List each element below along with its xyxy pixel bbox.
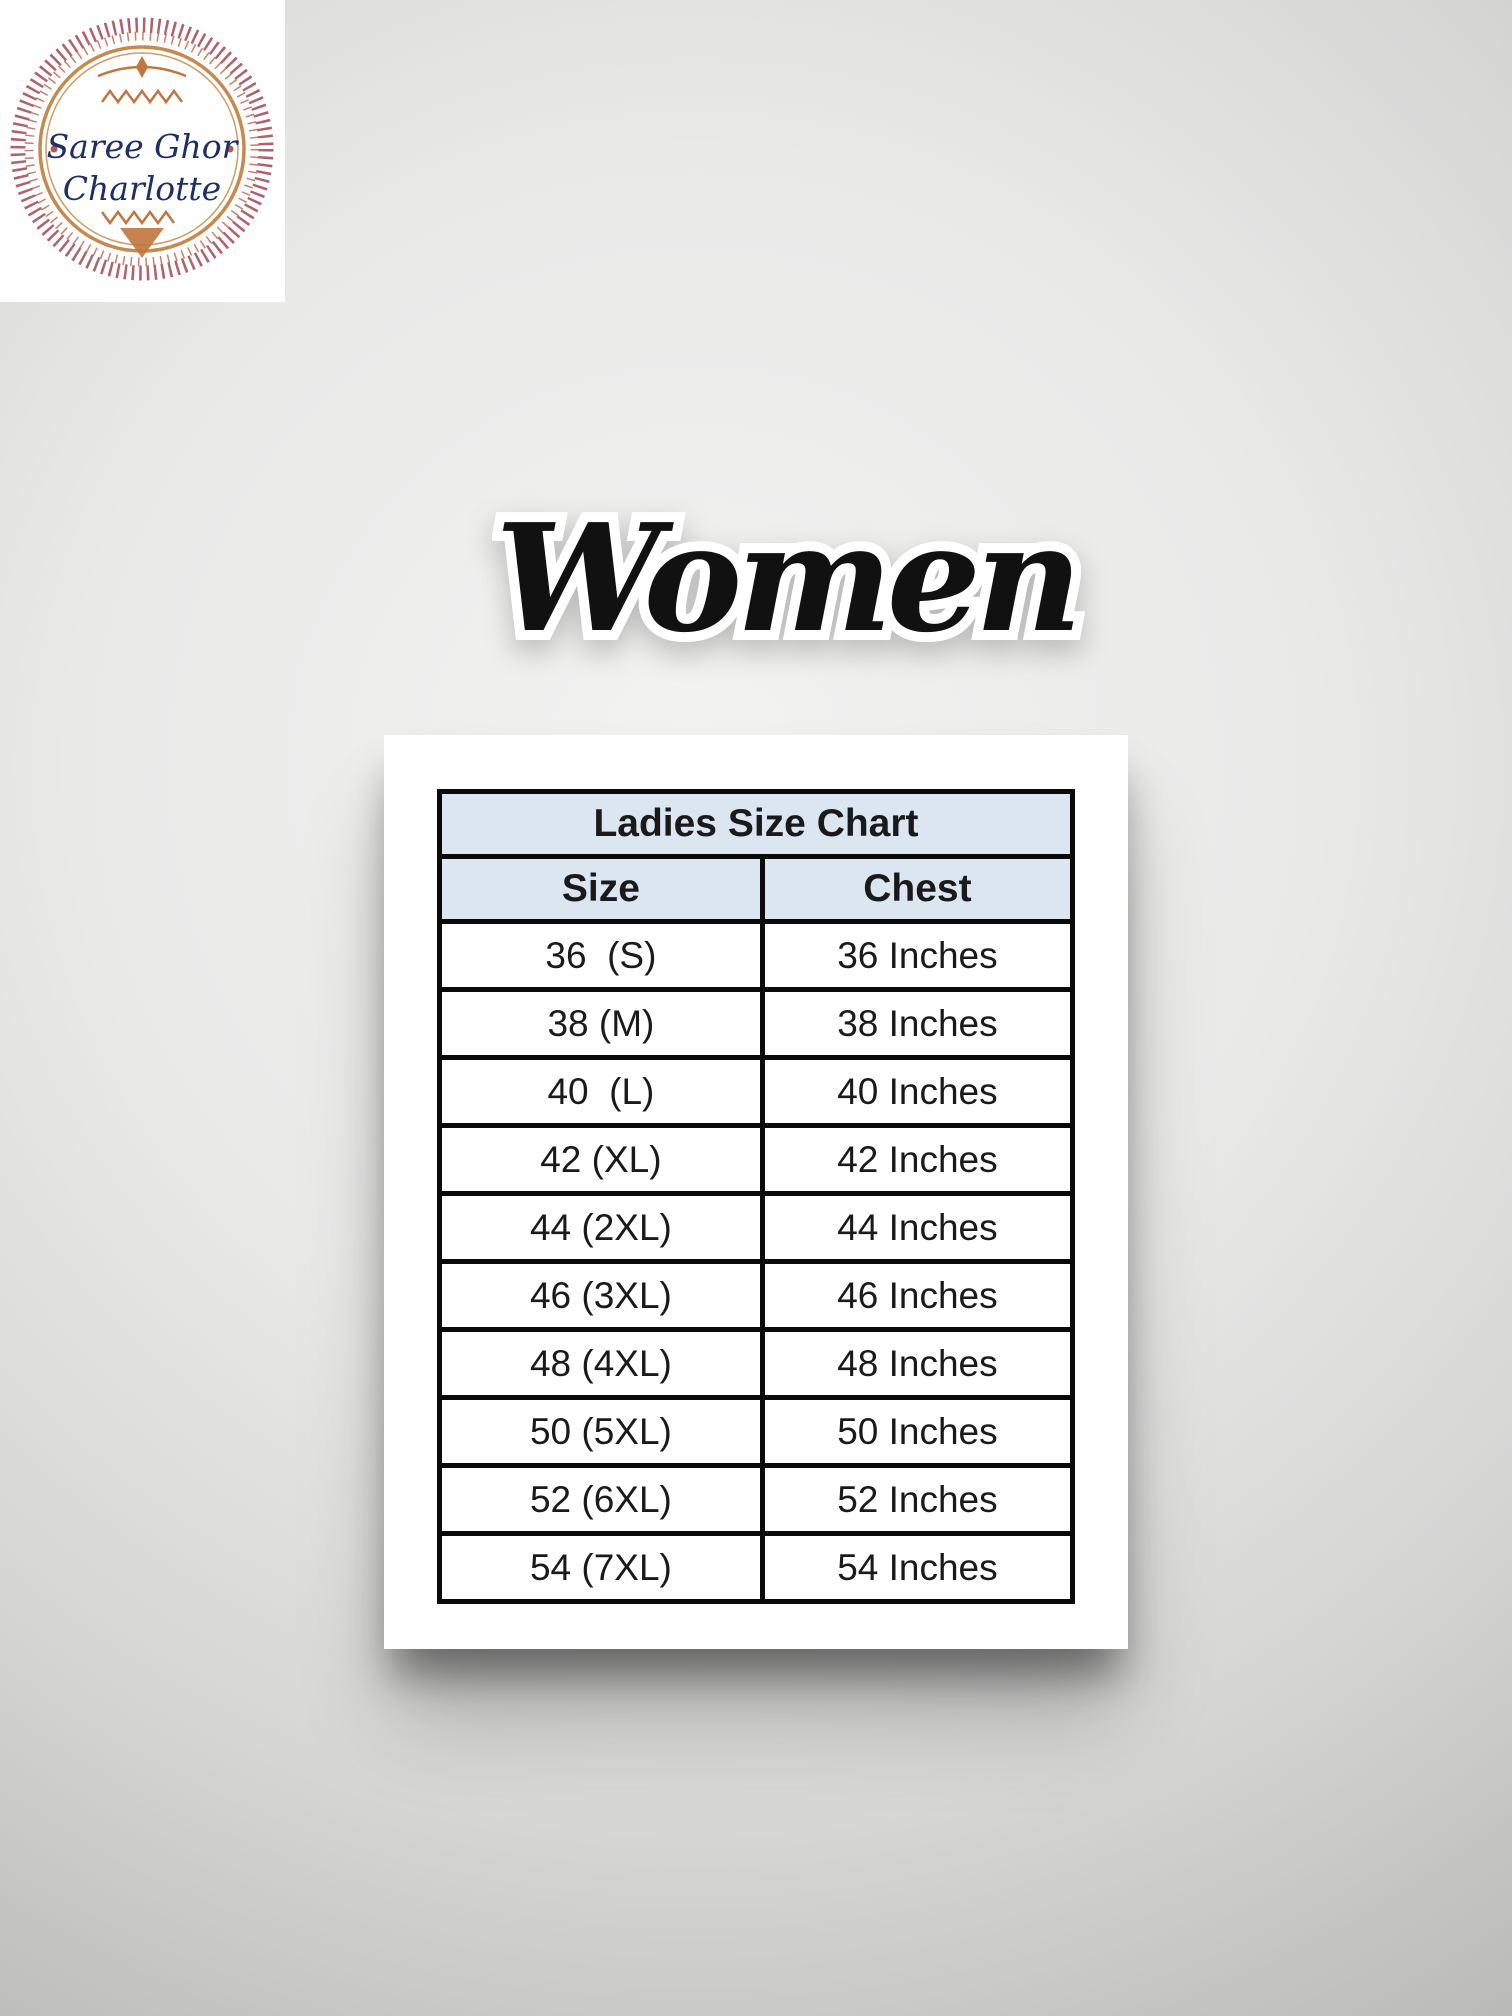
table-row: 48 (4XL) 48 Inches bbox=[437, 1327, 1076, 1400]
table-header-row: Size Chest bbox=[437, 854, 1076, 924]
table-row: 52 (6XL) 52 Inches bbox=[437, 1463, 1076, 1536]
size-chart-card: Ladies Size Chart Size Chest 36 (S) 36 In… bbox=[384, 735, 1128, 1649]
size-cell: 44 (2XL) bbox=[437, 1191, 765, 1264]
ornate-ring-icon: Saree Ghor Charlotte bbox=[10, 17, 274, 281]
chest-cell: 50 Inches bbox=[759, 1395, 1076, 1468]
table-row: 54 (7XL) 54 Inches bbox=[437, 1531, 1076, 1604]
brand-logo-card: Saree Ghor Charlotte bbox=[0, 0, 285, 302]
table-row: 44 (2XL) 44 Inches bbox=[437, 1191, 1076, 1264]
chest-cell: 36 Inches bbox=[759, 919, 1076, 992]
table-row: 38 (M) 38 Inches bbox=[437, 987, 1076, 1060]
brand-name-line1: Saree Ghor bbox=[47, 127, 240, 166]
chest-cell: 48 Inches bbox=[759, 1327, 1076, 1400]
size-cell: 48 (4XL) bbox=[437, 1327, 765, 1400]
chest-cell: 42 Inches bbox=[759, 1123, 1076, 1196]
size-chart-table: Ladies Size Chart Size Chest 36 (S) 36 In… bbox=[437, 789, 1076, 1604]
table-row: 36 (S) 36 Inches bbox=[437, 919, 1076, 992]
size-chart-body: 36 (S) 36 Inches 38 (M) 38 Inches 40 (L) 40 I… bbox=[437, 919, 1076, 1604]
women-title-outline: Women bbox=[485, 491, 1092, 665]
brand-name-line2: Charlotte bbox=[63, 169, 221, 208]
size-chart-title: Ladies Size Chart bbox=[437, 789, 1075, 859]
table-row: 46 (3XL) 46 Inches bbox=[437, 1259, 1076, 1332]
size-cell: 54 (7XL) bbox=[437, 1531, 765, 1604]
chest-cell: 52 Inches bbox=[759, 1463, 1076, 1536]
size-cell: 40 (L) bbox=[437, 1055, 765, 1128]
size-cell: 50 (5XL) bbox=[437, 1395, 765, 1468]
chest-cell: 46 Inches bbox=[759, 1259, 1076, 1332]
size-cell: 36 (S) bbox=[437, 919, 765, 992]
chest-cell: 38 Inches bbox=[759, 987, 1076, 1060]
column-header-size: Size bbox=[437, 854, 765, 924]
chest-cell: 44 Inches bbox=[759, 1191, 1076, 1264]
column-header-chest: Chest bbox=[759, 854, 1076, 924]
size-cell: 52 (6XL) bbox=[437, 1463, 765, 1536]
table-row: 42 (XL) 42 Inches bbox=[437, 1123, 1076, 1196]
women-title: Women Women bbox=[456, 478, 1116, 678]
table-row: 40 (L) 40 Inches bbox=[437, 1055, 1076, 1128]
chest-cell: 54 Inches bbox=[759, 1531, 1076, 1604]
size-cell: 42 (XL) bbox=[437, 1123, 765, 1196]
chest-cell: 40 Inches bbox=[759, 1055, 1076, 1128]
size-cell: 38 (M) bbox=[437, 987, 765, 1060]
table-title-row: Ladies Size Chart bbox=[437, 789, 1075, 859]
bottom-flourish-icon bbox=[100, 209, 176, 226]
size-cell: 46 (3XL) bbox=[437, 1259, 765, 1332]
table-row: 50 (5XL) 50 Inches bbox=[437, 1395, 1076, 1468]
women-title-text: Women bbox=[495, 491, 1082, 665]
